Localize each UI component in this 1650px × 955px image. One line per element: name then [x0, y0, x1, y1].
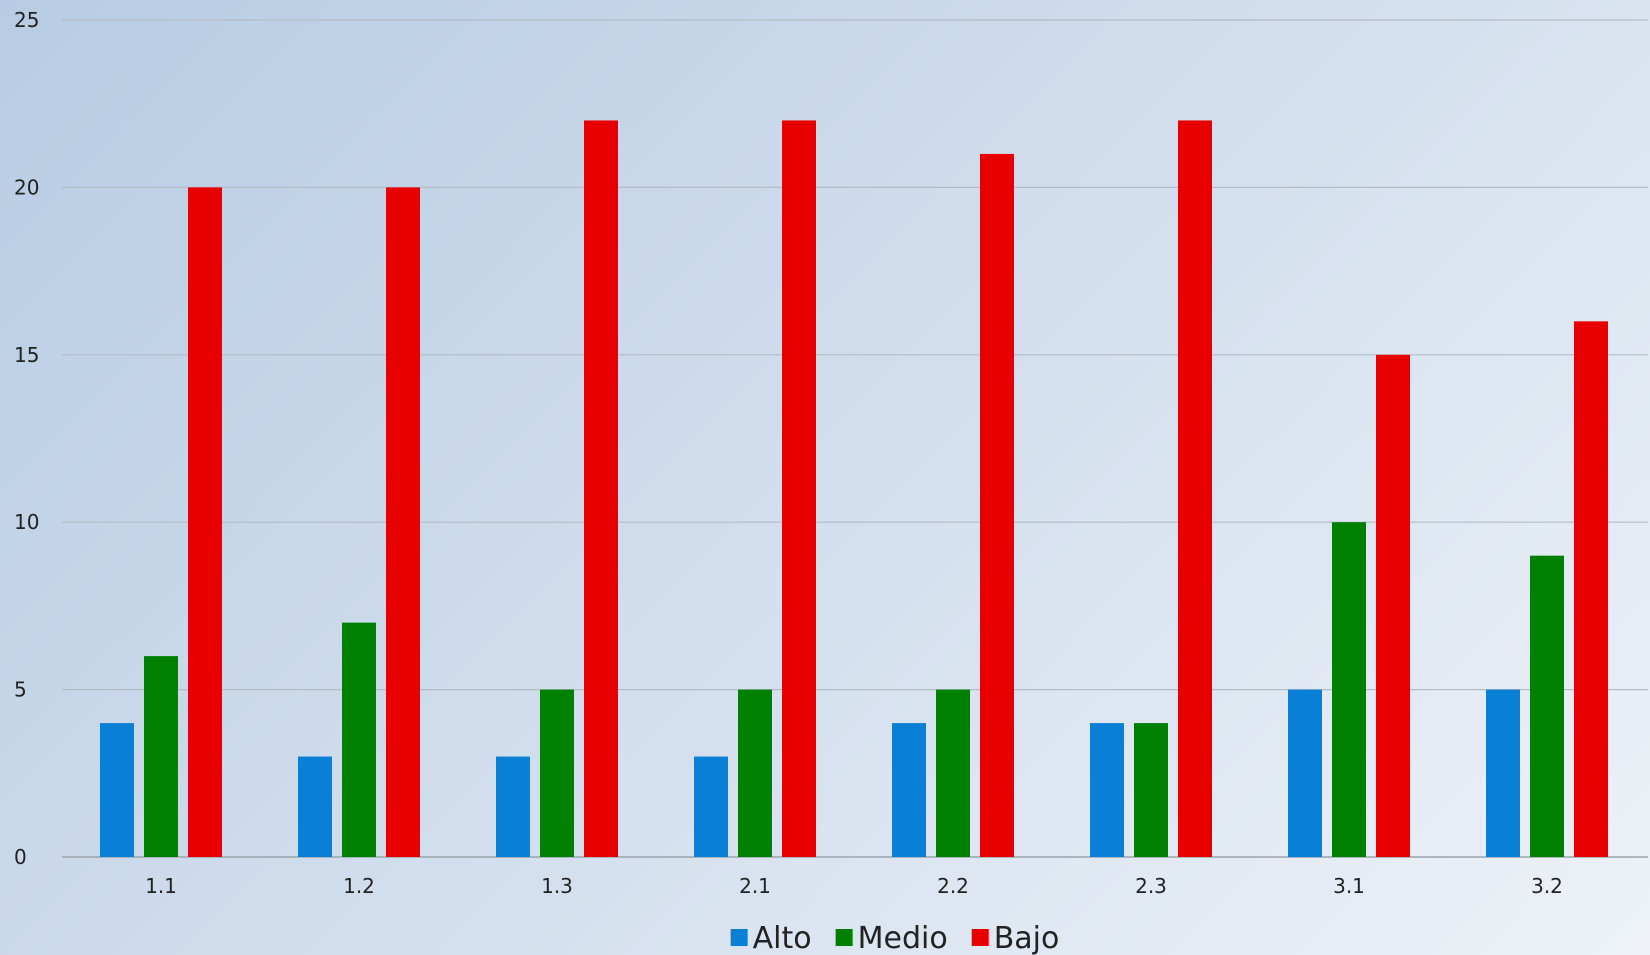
bar-bajo-2-2 — [980, 153, 1014, 858]
bar-alto-2-2 — [892, 723, 926, 857]
bar-medio-1-3 — [540, 689, 574, 857]
bar-medio-1-1 — [144, 656, 178, 857]
bar-bajo-3-2 — [1574, 321, 1608, 857]
y-tick-label: 20 — [14, 175, 39, 199]
bars — [100, 120, 1608, 858]
bar-alto-1-1 — [100, 723, 134, 857]
bar-alto-3-1 — [1288, 689, 1322, 857]
legend-label-bajo: Bajo — [994, 921, 1060, 955]
x-axis-ticks: 1.1 1.2 1.3 2.1 2.2 2.3 3.1 3.2 — [145, 874, 1563, 898]
x-tick-label: 3.2 — [1531, 874, 1563, 898]
bar-bajo-2-3 — [1178, 120, 1212, 857]
bar-bajo-1-2 — [386, 187, 420, 857]
legend-swatch-alto — [730, 929, 748, 946]
gridlines — [62, 19, 1648, 858]
y-tick-label: 10 — [14, 510, 39, 534]
x-tick-label: 3.1 — [1333, 874, 1365, 898]
legend-swatch-medio — [835, 929, 853, 946]
bar-medio-2-3 — [1134, 723, 1168, 857]
legend: Alto Medio Bajo — [730, 921, 1060, 955]
bar-alto-1-3 — [496, 756, 530, 857]
bar-alto-2-1 — [694, 756, 728, 857]
y-tick-label: 25 — [14, 8, 39, 32]
y-tick-label: 15 — [14, 343, 39, 367]
x-tick-label: 2.3 — [1135, 874, 1167, 898]
bar-alto-3-2 — [1486, 689, 1520, 857]
bar-medio-3-1 — [1332, 522, 1366, 857]
bar-alto-1-2 — [298, 756, 332, 857]
bar-bajo-1-1 — [188, 187, 222, 857]
bar-alto-2-3 — [1090, 723, 1124, 857]
legend-label-alto: Alto — [753, 921, 812, 955]
legend-swatch-bajo — [971, 929, 989, 946]
x-tick-label: 2.2 — [937, 874, 969, 898]
y-tick-label: 5 — [14, 678, 27, 702]
x-tick-label: 1.1 — [145, 874, 177, 898]
legend-label-medio: Medio — [858, 921, 948, 955]
x-tick-label: 1.3 — [541, 874, 573, 898]
bar-medio-2-1 — [738, 689, 772, 857]
y-tick-label: 0 — [14, 845, 27, 869]
bar-bajo-2-1 — [782, 120, 816, 857]
bar-medio-1-2 — [342, 622, 376, 857]
bar-bajo-1-3 — [584, 120, 618, 857]
bar-medio-3-2 — [1530, 555, 1564, 857]
bar-medio-2-2 — [936, 689, 970, 857]
bar-bajo-3-1 — [1376, 354, 1410, 857]
x-tick-label: 2.1 — [739, 874, 771, 898]
x-tick-label: 1.2 — [343, 874, 375, 898]
y-axis-ticks: 0 5 10 15 20 25 — [14, 8, 39, 869]
